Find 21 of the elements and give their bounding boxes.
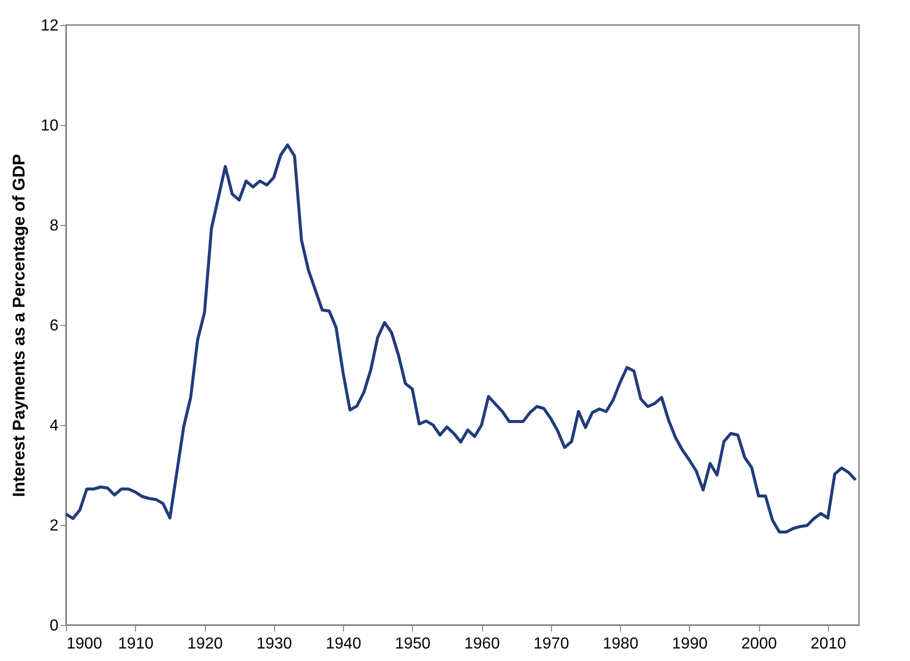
x-tick-label: 2000 bbox=[741, 636, 777, 652]
x-tick-label: 1910 bbox=[118, 636, 154, 652]
x-tick-label: 1990 bbox=[672, 636, 708, 652]
y-tick-label: 8 bbox=[50, 218, 59, 234]
x-tick-label: 1980 bbox=[602, 636, 638, 652]
x-tick-label: 1970 bbox=[534, 636, 570, 652]
y-tick-label: 10 bbox=[40, 118, 59, 134]
y-tick-label: 12 bbox=[40, 18, 59, 34]
x-tick-label: 1950 bbox=[394, 636, 431, 652]
y-tick-label: 2 bbox=[50, 518, 59, 534]
y-tick-label: 4 bbox=[50, 418, 59, 434]
y-axis-title: Interest Payments as a Percentage of GDP bbox=[10, 154, 29, 497]
line-series bbox=[64, 144, 858, 534]
x-tick-label: 2010 bbox=[810, 636, 846, 652]
x-tick-label: 1940 bbox=[326, 636, 362, 652]
x-tick-label: 1900 bbox=[66, 636, 102, 652]
x-tick-label: 1930 bbox=[256, 636, 292, 652]
x-tick-label: 1960 bbox=[464, 636, 500, 652]
x-tick-label: 1920 bbox=[187, 636, 223, 652]
y-tick-label: 0 bbox=[50, 618, 59, 634]
y-tick-label: 6 bbox=[50, 318, 59, 334]
